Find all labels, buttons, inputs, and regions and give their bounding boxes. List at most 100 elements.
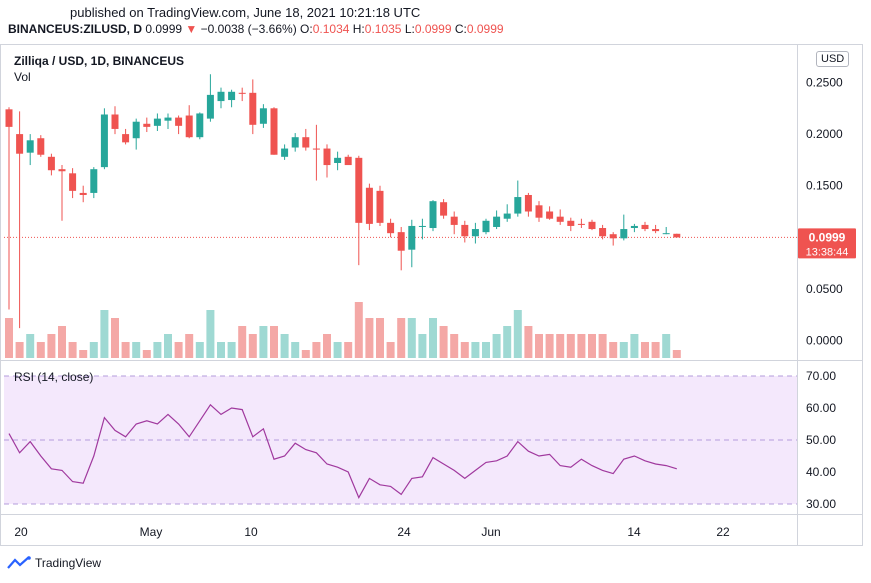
volume-bar xyxy=(386,342,395,358)
candle-body xyxy=(175,117,183,126)
volume-bar xyxy=(142,350,151,358)
candle-body xyxy=(450,216,458,225)
price-axis-tick: 0.0500 xyxy=(806,282,843,296)
volume-bar xyxy=(111,318,119,358)
volume-bar xyxy=(513,310,522,358)
candle-body xyxy=(334,157,342,163)
volume-bar xyxy=(217,342,225,358)
candle-body xyxy=(652,229,660,232)
volume-bar xyxy=(439,326,448,358)
candle-body xyxy=(524,194,532,212)
candle-body xyxy=(122,134,130,143)
volume-bar xyxy=(588,334,596,358)
candle-body xyxy=(111,114,119,129)
volume-bar xyxy=(47,334,56,358)
candle-body xyxy=(535,205,543,218)
volume-bar xyxy=(89,342,98,358)
candle-body xyxy=(641,224,649,230)
volume-bar xyxy=(535,334,543,358)
volume-bar xyxy=(312,342,321,358)
volume-bar xyxy=(630,334,639,358)
volume-bar xyxy=(185,334,194,358)
volume-bar xyxy=(26,334,35,358)
candle-body xyxy=(249,92,257,125)
candle-body xyxy=(546,211,554,219)
volume-bar xyxy=(482,342,490,358)
ohlc-low-label: L: xyxy=(404,22,415,36)
ohlc-high: 0.1035 xyxy=(364,22,402,36)
candle-body xyxy=(312,148,320,150)
volume-bar xyxy=(524,326,533,358)
candle-body xyxy=(5,109,13,127)
price-badge-value: 0.0999 xyxy=(809,230,846,244)
volume-bar xyxy=(291,342,300,358)
down-arrow-icon: ▼ xyxy=(185,22,198,36)
volume-bar xyxy=(460,342,469,358)
candle-body xyxy=(609,234,617,239)
time-axis-tick: May xyxy=(140,525,163,539)
candle-body xyxy=(259,108,267,124)
price-axis-tick: 0.2500 xyxy=(806,76,843,90)
volume-bar xyxy=(153,342,162,358)
candle-body xyxy=(503,213,511,219)
candle-body xyxy=(143,123,151,127)
time-axis-tick: Jun xyxy=(481,525,500,539)
ohlc-close-label: C: xyxy=(454,22,467,36)
candle-body xyxy=(514,197,522,214)
candle-body xyxy=(196,113,204,138)
volume-bar xyxy=(429,318,437,358)
volume-bar xyxy=(132,342,141,358)
tradingview-logo[interactable]: TradingView xyxy=(7,556,101,570)
volume-bar xyxy=(450,334,459,358)
tradingview-logo-icon xyxy=(7,556,31,569)
candle-body xyxy=(355,157,363,223)
volume-bar xyxy=(492,334,501,358)
volume-bar xyxy=(238,326,247,358)
ohlc-open-label: O: xyxy=(300,22,313,36)
ohlc-low: 0.0999 xyxy=(414,22,452,36)
candle-body xyxy=(662,233,670,235)
candle-body xyxy=(217,91,225,102)
candle-body xyxy=(567,220,575,226)
candle-body xyxy=(206,94,214,119)
volume-bar xyxy=(174,342,183,358)
volume-bar xyxy=(68,342,77,358)
candle-body xyxy=(79,192,87,195)
volume-bar xyxy=(651,342,660,358)
volume-bar xyxy=(641,342,649,358)
candle-body xyxy=(408,225,416,250)
volume-bar xyxy=(418,334,427,358)
volume-bar xyxy=(333,342,342,358)
rsi-axis-tick: 70.00 xyxy=(806,369,836,383)
volume-bar xyxy=(79,350,88,358)
volume-bar xyxy=(662,334,671,358)
volume-bar xyxy=(619,342,628,358)
ohlc-high-label: H: xyxy=(352,22,365,36)
price-badge-countdown: 13:38:44 xyxy=(806,246,849,258)
volume-bar xyxy=(365,318,374,358)
ohlc-close: 0.0999 xyxy=(466,22,504,36)
candle-body xyxy=(588,221,596,230)
candle-body xyxy=(556,216,564,222)
candle-body xyxy=(58,169,66,172)
volume-bar xyxy=(471,342,480,358)
volume-legend: Vol xyxy=(14,70,31,84)
candle-body xyxy=(26,140,34,153)
last-price: 0.0999 xyxy=(145,22,183,36)
currency-button[interactable]: USD xyxy=(816,51,850,67)
volume-bar xyxy=(344,342,353,358)
candle-body xyxy=(238,92,246,94)
volume-bar xyxy=(5,318,13,358)
volume-bar xyxy=(301,350,310,358)
volume-bar xyxy=(164,334,172,358)
volume-bar xyxy=(15,342,24,358)
candle-body xyxy=(281,148,289,157)
volume-bar xyxy=(36,342,45,358)
candle-body xyxy=(164,117,172,121)
price-axis-tick: 0.2000 xyxy=(806,127,843,141)
volume-bar xyxy=(259,326,268,358)
candle-body xyxy=(323,148,331,166)
candle-body xyxy=(577,223,585,225)
rsi-axis-tick: 60.00 xyxy=(806,401,836,415)
